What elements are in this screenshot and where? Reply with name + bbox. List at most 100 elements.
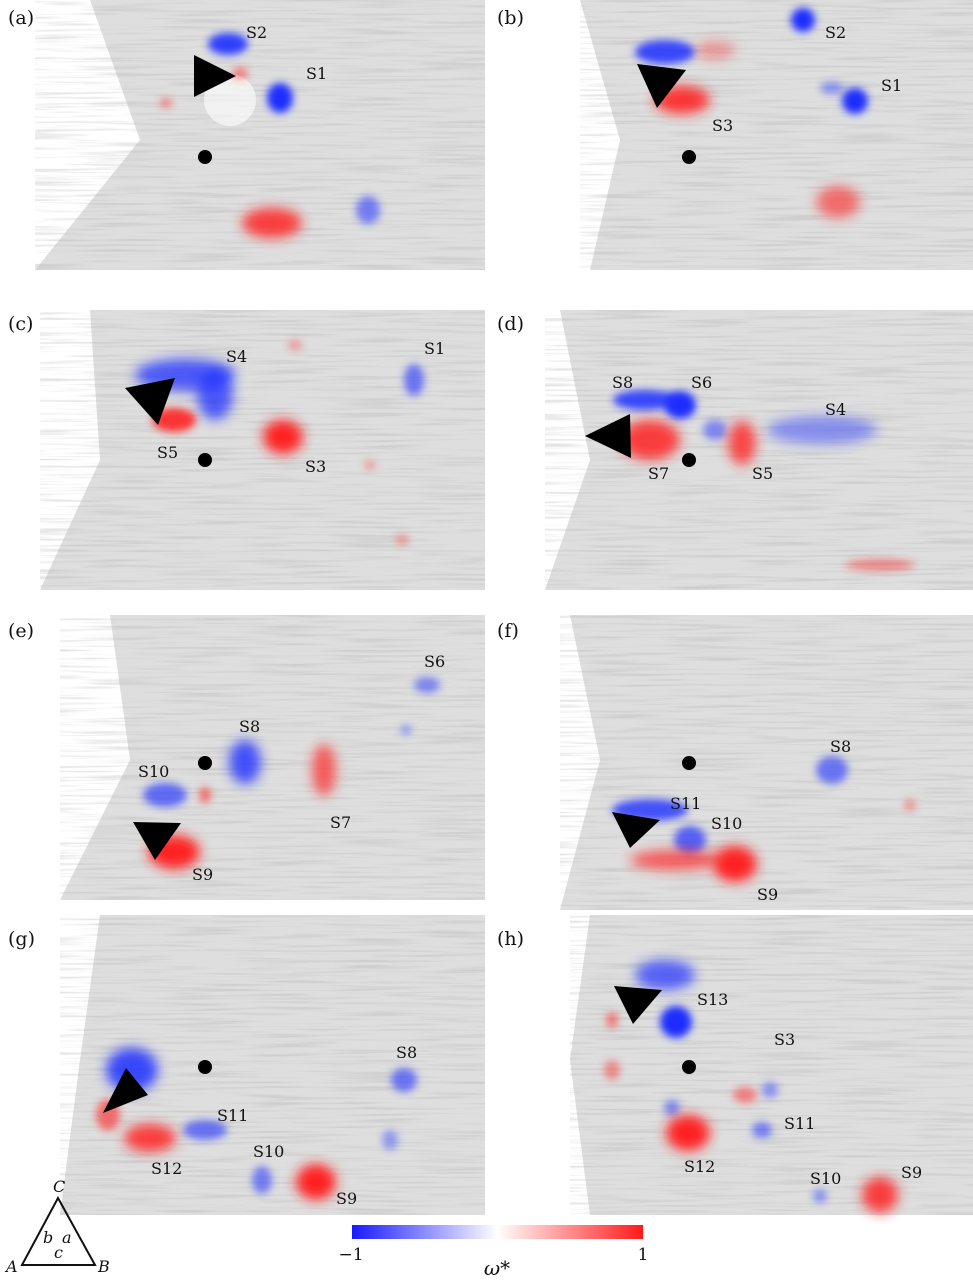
vortex-S2-trail bbox=[635, 40, 695, 64]
vortex-S1 bbox=[267, 83, 293, 113]
panel-f: (f) S8 S11 S10 S9 bbox=[497, 615, 973, 910]
vortex-S4 bbox=[197, 370, 233, 420]
vorticity-field bbox=[613, 390, 915, 571]
negative-vortex-patch bbox=[762, 1082, 778, 1098]
vortex-S5 bbox=[728, 421, 756, 465]
panel-h: (h) S13 S3 S11 S10 S12 S9 bbox=[497, 915, 973, 1215]
vortex-label: S7 bbox=[330, 813, 351, 832]
vortex-label: S2 bbox=[825, 23, 846, 42]
flow-field-streaks bbox=[560, 615, 973, 910]
vortex-S10 bbox=[143, 783, 187, 807]
panel-label: (f) bbox=[497, 620, 519, 642]
vortex-S8 bbox=[816, 756, 848, 784]
vortex-S1 bbox=[842, 88, 868, 114]
vortex-label: S11 bbox=[784, 1114, 815, 1133]
panel-label: (c) bbox=[8, 313, 33, 335]
triangle-key: A B C a b c bbox=[4, 1177, 110, 1276]
negative-vortex-patch bbox=[635, 960, 695, 990]
vortex-label: S8 bbox=[830, 737, 851, 756]
vortex-S11 bbox=[183, 1120, 227, 1140]
vorticity-field bbox=[604, 960, 898, 1213]
panel-label: (b) bbox=[497, 7, 524, 29]
vortex-label: S5 bbox=[752, 464, 773, 483]
panel-label: (d) bbox=[497, 313, 524, 335]
positive-vortex-patch bbox=[160, 98, 172, 108]
negative-vortex-patch bbox=[382, 1130, 398, 1150]
vortex-label: S9 bbox=[192, 865, 213, 884]
side-label: a bbox=[62, 1228, 72, 1247]
vortex-S12 bbox=[666, 1115, 710, 1151]
vortex-S8 bbox=[391, 1068, 417, 1092]
vortex-label: S1 bbox=[424, 339, 445, 358]
vortex-S2 bbox=[208, 33, 248, 55]
vortex-S2 bbox=[791, 8, 815, 32]
vortex-label: S12 bbox=[151, 1159, 182, 1178]
flow-field-streaks bbox=[40, 310, 485, 590]
vortex-label: S10 bbox=[810, 1169, 841, 1188]
vortex-S4 bbox=[767, 416, 877, 444]
pivot-marker bbox=[682, 453, 696, 467]
pivot-marker bbox=[198, 756, 212, 770]
vortex-label: S8 bbox=[396, 1043, 417, 1062]
triangle-body bbox=[637, 64, 686, 108]
vortex-S11 bbox=[752, 1122, 772, 1138]
negative-vortex-patch bbox=[400, 725, 412, 735]
panel-label: (a) bbox=[8, 7, 34, 29]
panel-e: (e) S6 S8 S10 S7 S9 bbox=[8, 615, 485, 900]
vortex-S10 bbox=[252, 1166, 272, 1194]
vortex-S6 bbox=[414, 677, 440, 693]
vortex-label: S8 bbox=[239, 717, 260, 736]
vortex-label: S6 bbox=[424, 652, 445, 671]
colorbar: −1 1 ω* bbox=[338, 1225, 648, 1280]
vortex-label: S4 bbox=[825, 400, 846, 419]
positive-vortex-patch bbox=[604, 1060, 620, 1080]
positive-vortex-patch bbox=[630, 850, 720, 870]
panel-a: (a) S2 S1 bbox=[8, 0, 485, 270]
vortex-S6 bbox=[664, 391, 696, 419]
panel-label: (e) bbox=[8, 620, 34, 642]
triangle-body bbox=[585, 414, 631, 458]
negative-vortex-patch bbox=[664, 1100, 680, 1116]
vertex-label: B bbox=[97, 1257, 110, 1276]
vortex-label: S11 bbox=[670, 794, 701, 813]
vortex-S13 bbox=[660, 1006, 692, 1038]
vortex-S8 bbox=[613, 390, 677, 410]
vortex-label: S8 bbox=[612, 373, 633, 392]
vortex-S1 bbox=[404, 364, 424, 396]
triangle-body bbox=[125, 378, 175, 425]
triangle-body bbox=[612, 812, 660, 848]
vortex-S10 bbox=[674, 826, 706, 854]
pivot-marker bbox=[682, 756, 696, 770]
vorticity-field bbox=[612, 756, 916, 882]
positive-vortex-patch bbox=[242, 208, 302, 238]
negative-vortex-patch bbox=[356, 196, 380, 224]
vortex-S9 bbox=[713, 846, 757, 882]
vortex-label: S9 bbox=[757, 885, 778, 904]
colorbar-gradient bbox=[352, 1225, 643, 1239]
vortex-label: S6 bbox=[691, 373, 712, 392]
vortex-label: S10 bbox=[253, 1142, 284, 1161]
vortex-S3 bbox=[263, 420, 303, 454]
vorticity-field bbox=[96, 1048, 417, 1200]
vortex-S7 bbox=[312, 744, 336, 796]
positive-vortex-patch bbox=[816, 186, 860, 218]
triangle-body bbox=[614, 986, 662, 1024]
pivot-marker bbox=[682, 150, 696, 164]
flow-field-streaks bbox=[545, 310, 973, 590]
triangle-body bbox=[103, 1068, 148, 1113]
pivot-marker bbox=[682, 1060, 696, 1074]
colorbar-max-label: 1 bbox=[638, 1245, 649, 1265]
positive-vortex-patch bbox=[395, 535, 409, 545]
vortex-label: S3 bbox=[774, 1030, 795, 1049]
colorbar-quantity-label: ω* bbox=[484, 1256, 510, 1280]
positive-vortex-patch bbox=[733, 1087, 757, 1103]
vorticity-field bbox=[160, 33, 380, 238]
pivot-marker bbox=[198, 453, 212, 467]
side-label: b bbox=[43, 1228, 53, 1247]
pivot-marker bbox=[198, 1060, 212, 1074]
vortex-S9 bbox=[862, 1177, 898, 1213]
vortex-label: S10 bbox=[138, 762, 169, 781]
vortex-label: S7 bbox=[648, 464, 669, 483]
vortex-label: S10 bbox=[711, 814, 742, 833]
